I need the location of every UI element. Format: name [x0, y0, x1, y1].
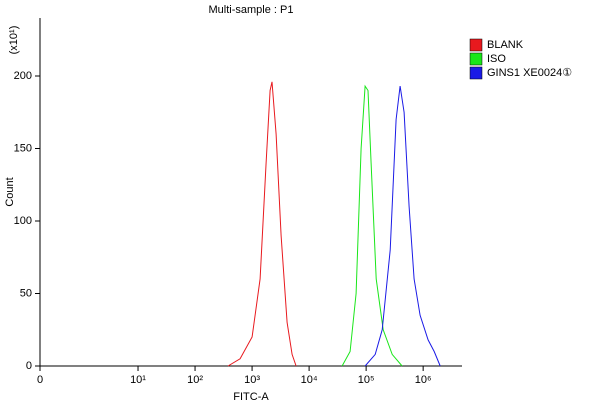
x-axis-label: FITC-A	[233, 391, 269, 403]
y-multiplier: (x10¹)	[8, 26, 20, 55]
x-tick-label: 10⁴	[301, 374, 318, 386]
x-tick-label: 10²	[187, 374, 203, 386]
histogram-line	[227, 81, 297, 367]
x-tick-label: 10⁵	[358, 374, 375, 386]
y-tick-label: 50	[20, 287, 32, 299]
histogram-line	[341, 84, 403, 367]
y-tick-label: 150	[14, 142, 32, 154]
y-tick-label: 200	[14, 70, 32, 82]
legend-swatch	[469, 38, 483, 52]
chart-title: Multi-sample : P1	[209, 4, 294, 16]
y-axis-label: Count	[4, 177, 16, 206]
legend-label: GINS1 XE0024①	[487, 67, 572, 79]
x-tick-label: 10³	[244, 374, 260, 386]
legend-swatch	[469, 66, 483, 80]
x-tick-label: 10¹	[130, 374, 146, 386]
y-tick-label: 100	[14, 215, 32, 227]
legend-swatch	[469, 52, 483, 66]
x-tick-label: 0	[37, 374, 43, 386]
legend-label: ISO	[487, 53, 506, 65]
y-tick-label: 0	[26, 360, 32, 372]
histogram-line	[364, 86, 441, 367]
legend-label: BLANK	[487, 39, 524, 51]
x-tick-label: 10⁶	[415, 374, 432, 386]
